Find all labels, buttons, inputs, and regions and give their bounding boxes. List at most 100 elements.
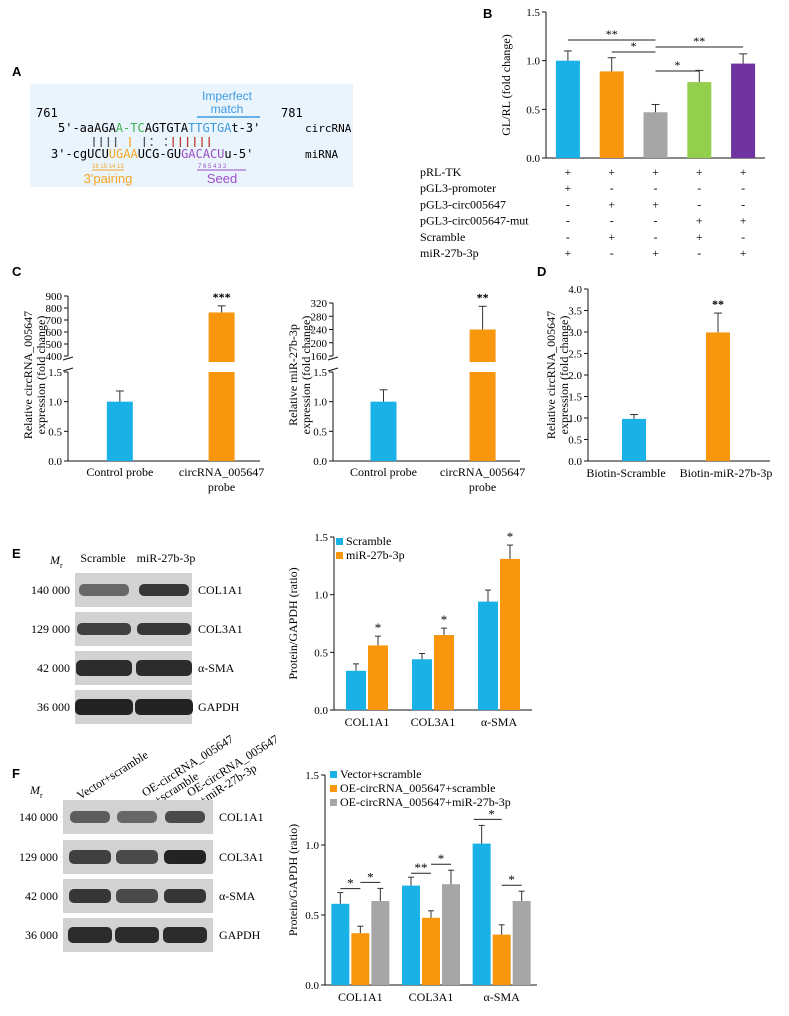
table-row-label: pRL-TK	[420, 165, 462, 179]
table-sign: -	[610, 214, 614, 228]
mr-subscript: r	[60, 561, 63, 570]
y-tick-label: 1.5	[313, 367, 327, 379]
panel-a: A Imperfect match 761 781 5'-aaAGAA-TCAG…	[12, 64, 353, 187]
y-tick-label: 1.5	[305, 770, 319, 782]
base-pair-lines	[93, 137, 210, 147]
y-tick-label: 3.5	[568, 306, 582, 318]
y-axis-label-line: Relative circRNA_005647	[544, 311, 558, 439]
molecular-weight: 140 000	[19, 810, 58, 824]
y-tick-label: 0.0	[568, 456, 582, 468]
table-row-label: pGL3-circ005647	[420, 197, 506, 211]
x-tick-label: COL3A1	[411, 715, 456, 729]
mr-label: M	[49, 553, 61, 567]
pairing-label: 3'pairing	[84, 171, 133, 186]
y-tick-label: 0.0	[305, 980, 319, 992]
bar	[731, 63, 756, 158]
x-tick-label: probe	[208, 480, 235, 494]
bond-dot	[165, 138, 167, 140]
bar	[599, 71, 624, 158]
table-sign: +	[696, 230, 703, 244]
y-axis-label-line: expression (fold change)	[299, 316, 313, 435]
protein-band	[117, 811, 157, 823]
x-tick-label: probe	[469, 480, 496, 494]
y-tick-label: 0.5	[568, 435, 582, 447]
table-sign: +	[565, 246, 572, 260]
bond-dot	[150, 144, 153, 146]
bar	[370, 401, 397, 461]
strand-seg: u-5'	[224, 147, 253, 161]
table-sign: +	[608, 230, 615, 244]
protein-band	[77, 623, 131, 635]
protein-band	[165, 811, 205, 823]
x-tick-label: Control probe	[86, 465, 153, 479]
x-tick-label: COL3A1	[409, 990, 454, 1004]
y-tick-label: 900	[46, 291, 63, 303]
bar	[687, 82, 712, 158]
protein-band	[69, 889, 111, 903]
protein-band	[163, 927, 207, 943]
chart-e: 0.0 0.5 1.0 1.5 Protein/GAPDH (ratio) COL1A1 C…	[286, 529, 532, 729]
y-tick-label: 200	[311, 338, 328, 350]
mirna-label: miRNA	[305, 148, 338, 161]
x-tick-label: α-SMA	[484, 990, 521, 1004]
protein-band	[139, 584, 189, 596]
bond-dot	[150, 138, 153, 140]
lane-label: Scramble	[80, 551, 125, 565]
bar	[351, 933, 370, 985]
significance-marker: *	[631, 39, 637, 53]
axis-break-mark	[327, 356, 339, 361]
y-tick-label: 1.0	[48, 397, 62, 409]
table-sign: -	[741, 181, 745, 195]
bar	[402, 885, 420, 985]
table-sign: +	[652, 246, 659, 260]
protein-band	[137, 623, 191, 635]
molecular-weight: 42 000	[25, 889, 58, 903]
y-tick-label: 1.5	[314, 532, 328, 544]
y-axis-label-line: Relative miR-27b-3p	[286, 324, 300, 426]
bar	[643, 112, 668, 158]
bar	[208, 372, 235, 461]
table-sign: -	[741, 197, 745, 211]
y-tick-label: 1.0	[314, 590, 328, 602]
table-sign: +	[696, 165, 703, 179]
axis-break-mark	[327, 367, 339, 372]
mirna-strand: 3'-cgUCUUGAAUCG-GUGACACUu-5'	[51, 147, 253, 161]
legend-swatch	[336, 538, 343, 545]
protein-name: α-SMA	[198, 661, 235, 675]
y-tick-label: 1.5	[526, 7, 540, 19]
y-tick-label: 280	[311, 311, 328, 323]
table-sign: -	[697, 181, 701, 195]
mr-label: M	[29, 783, 41, 797]
panel-label-d: D	[537, 264, 546, 279]
y-tick-label: 0.5	[48, 426, 62, 438]
significance-marker: **	[606, 27, 618, 41]
protein-name: COL1A1	[219, 810, 264, 824]
significance-marker: *	[508, 872, 515, 887]
circrna-label: circRNA	[305, 122, 352, 135]
x-tick-label: COL1A1	[338, 990, 383, 1004]
table-sign: -	[741, 230, 745, 244]
y-tick-label: 0.5	[314, 647, 328, 659]
bar	[434, 635, 454, 710]
strand-seg: TTGTGA	[188, 121, 232, 135]
table-sign: -	[697, 246, 701, 260]
x-tick-label: circRNA_005647	[440, 465, 525, 479]
panel-label-c: C	[12, 264, 22, 279]
table-row-label: miR-27b-3p	[420, 246, 479, 260]
protein-band	[76, 660, 132, 676]
panel-label-b: B	[483, 6, 492, 21]
significance-marker: *	[674, 58, 680, 72]
protein-band	[69, 850, 111, 864]
strand-seg: AGTGTA	[145, 121, 189, 135]
significance-marker: *	[438, 851, 445, 866]
bond-dot	[165, 144, 167, 146]
molecular-weight: 129 000	[19, 850, 58, 864]
lane-label: Vector+scramble	[74, 748, 150, 803]
y-tick-label: 1.0	[305, 840, 319, 852]
y-tick-label: 1.0	[526, 56, 540, 68]
protein-name: GAPDH	[198, 700, 240, 714]
y-tick-label: 0.0	[48, 456, 62, 468]
mr-subscript: r	[40, 791, 43, 800]
